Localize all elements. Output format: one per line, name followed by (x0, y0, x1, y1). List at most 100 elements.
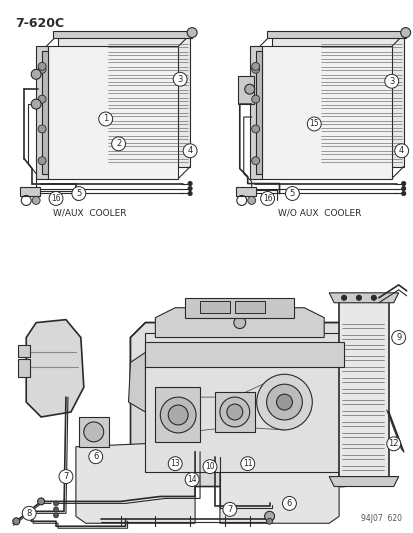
Circle shape (264, 511, 274, 521)
Circle shape (282, 496, 296, 511)
Circle shape (160, 397, 196, 433)
Bar (36, 46, 48, 179)
Circle shape (400, 28, 410, 37)
Circle shape (173, 72, 187, 86)
Polygon shape (259, 46, 391, 179)
Text: 16: 16 (262, 194, 272, 203)
Text: 6: 6 (286, 499, 292, 508)
Polygon shape (26, 320, 83, 417)
Circle shape (341, 295, 346, 300)
Bar (145, 343, 343, 367)
Circle shape (233, 317, 245, 328)
Circle shape (38, 157, 46, 165)
Text: 7: 7 (227, 505, 232, 514)
Circle shape (53, 513, 58, 518)
Bar (18, 345, 30, 358)
Text: 11: 11 (242, 459, 252, 468)
Polygon shape (46, 46, 178, 179)
Circle shape (168, 457, 182, 471)
Text: 13: 13 (170, 459, 180, 468)
Text: 16: 16 (51, 194, 61, 203)
Circle shape (251, 125, 259, 133)
Text: 2: 2 (116, 139, 121, 148)
Circle shape (256, 374, 311, 430)
Text: 3: 3 (388, 77, 394, 86)
Text: 4: 4 (187, 146, 192, 155)
Circle shape (386, 437, 400, 451)
Circle shape (168, 405, 188, 425)
Bar (185, 298, 294, 318)
Circle shape (285, 187, 299, 200)
Circle shape (31, 99, 41, 109)
Circle shape (276, 394, 292, 410)
Text: 5: 5 (76, 189, 81, 198)
Circle shape (251, 66, 259, 74)
Text: 4: 4 (398, 146, 404, 155)
Text: 15: 15 (309, 119, 318, 128)
Polygon shape (128, 352, 145, 412)
Text: 9: 9 (395, 333, 400, 342)
Circle shape (38, 66, 46, 74)
Polygon shape (130, 322, 358, 392)
Circle shape (226, 404, 242, 420)
Circle shape (266, 384, 301, 420)
Circle shape (219, 397, 249, 427)
Circle shape (202, 459, 216, 474)
Text: W/O AUX  COOLER: W/O AUX COOLER (277, 208, 360, 217)
Circle shape (394, 144, 408, 158)
Circle shape (260, 191, 274, 205)
Circle shape (240, 457, 254, 471)
Circle shape (266, 518, 272, 524)
Bar (18, 359, 30, 377)
Text: 5: 5 (289, 189, 294, 198)
Circle shape (38, 498, 45, 505)
Circle shape (222, 503, 236, 516)
Bar (249, 46, 261, 179)
Bar (145, 333, 358, 472)
Circle shape (83, 422, 103, 442)
Bar (42, 52, 48, 174)
Text: 3: 3 (177, 75, 183, 84)
Circle shape (38, 125, 46, 133)
Bar (155, 387, 199, 442)
Circle shape (98, 112, 112, 126)
Polygon shape (266, 30, 405, 37)
Bar (20, 187, 40, 197)
Polygon shape (219, 442, 338, 523)
Circle shape (188, 182, 192, 185)
Polygon shape (328, 293, 398, 303)
Bar (338, 298, 388, 477)
Bar (255, 52, 261, 174)
Circle shape (72, 187, 85, 200)
Text: W/AUX  COOLER: W/AUX COOLER (53, 208, 126, 217)
Bar (78, 417, 108, 447)
Text: 14: 14 (187, 475, 197, 484)
Circle shape (251, 157, 259, 165)
Circle shape (401, 187, 405, 190)
Text: 8: 8 (26, 509, 32, 518)
Text: 7: 7 (63, 472, 69, 481)
Circle shape (401, 182, 405, 185)
Bar (214, 392, 254, 432)
Circle shape (59, 470, 73, 483)
Circle shape (31, 69, 41, 79)
Text: 10: 10 (205, 462, 214, 471)
Polygon shape (328, 477, 398, 487)
Text: 12: 12 (387, 439, 398, 448)
Circle shape (384, 74, 398, 88)
Polygon shape (53, 30, 192, 37)
Circle shape (38, 62, 46, 70)
Polygon shape (155, 308, 323, 337)
Circle shape (53, 501, 58, 506)
Circle shape (251, 62, 259, 70)
Circle shape (188, 191, 192, 196)
Circle shape (112, 137, 125, 151)
Circle shape (391, 330, 405, 344)
Text: 1: 1 (103, 115, 108, 124)
Circle shape (22, 506, 36, 520)
Text: 94J07  620: 94J07 620 (360, 514, 401, 523)
Circle shape (370, 295, 375, 300)
Circle shape (187, 28, 197, 37)
Circle shape (251, 95, 259, 103)
Circle shape (32, 197, 40, 205)
